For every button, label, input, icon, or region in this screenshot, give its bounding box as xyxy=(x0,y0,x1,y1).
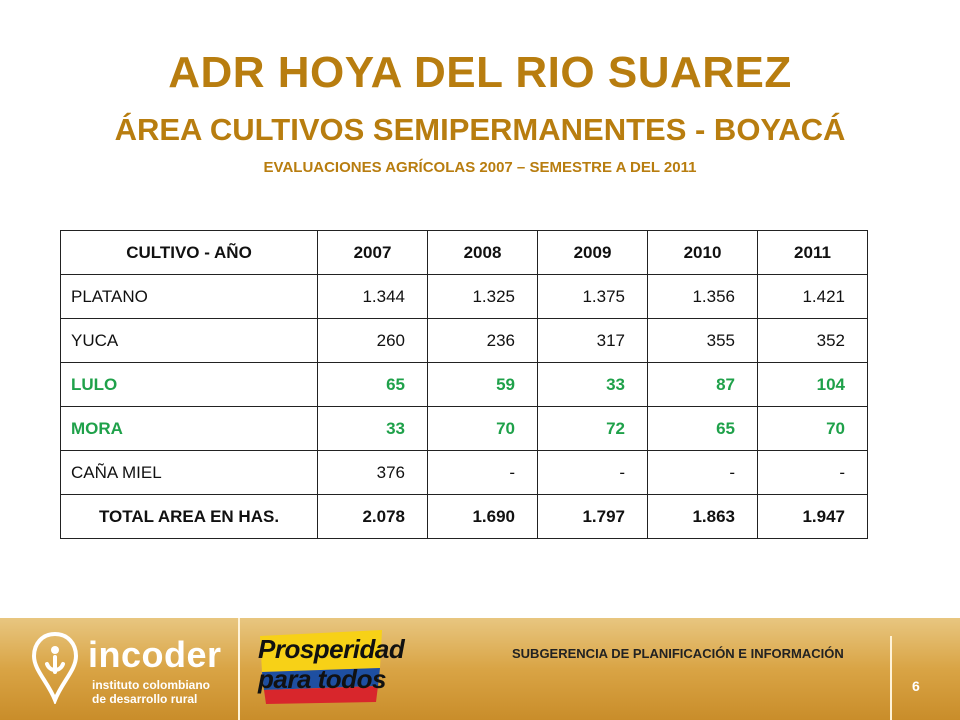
table-row-cana-miel: CAÑA MIEL 376 - - - - xyxy=(60,450,868,495)
crop-value: 1.421 xyxy=(757,274,868,319)
crop-value: 236 xyxy=(427,318,538,363)
crop-value: 1.325 xyxy=(427,274,538,319)
prosperidad-badge-icon xyxy=(260,630,382,704)
crop-value: 317 xyxy=(537,318,648,363)
crop-area-table: CULTIVO - AÑO 2007 2008 2009 2010 2011 P… xyxy=(60,230,868,539)
crop-value: - xyxy=(647,450,758,495)
department-label: SUBGERENCIA DE PLANIFICACIÓN E INFORMACI… xyxy=(512,646,844,661)
crop-value: 70 xyxy=(427,406,538,451)
crop-value: 87 xyxy=(647,362,758,407)
header-year: 2011 xyxy=(757,230,868,275)
crop-value: - xyxy=(757,450,868,495)
crop-value: 260 xyxy=(317,318,428,363)
crop-name: LULO xyxy=(60,362,318,407)
total-value: 2.078 xyxy=(317,494,428,539)
crop-value: 65 xyxy=(317,362,428,407)
total-value: 1.690 xyxy=(427,494,538,539)
header-year: 2009 xyxy=(537,230,648,275)
page-number: 6 xyxy=(912,678,920,694)
table-row-platano: PLATANO 1.344 1.325 1.375 1.356 1.421 xyxy=(60,274,868,319)
crop-value: 70 xyxy=(757,406,868,451)
crop-value: 33 xyxy=(317,406,428,451)
footer-divider xyxy=(890,636,892,720)
crop-value: - xyxy=(537,450,648,495)
total-label: TOTAL AREA EN HAS. xyxy=(60,494,318,539)
table-row-mora: MORA 33 70 72 65 70 xyxy=(60,406,868,451)
total-value: 1.947 xyxy=(757,494,868,539)
table-header-row: CULTIVO - AÑO 2007 2008 2009 2010 2011 xyxy=(60,230,868,275)
table-row-lulo: LULO 65 59 33 87 104 xyxy=(60,362,868,407)
crop-value: 72 xyxy=(537,406,648,451)
total-value: 1.863 xyxy=(647,494,758,539)
incoder-tagline: instituto colombiano xyxy=(92,678,210,692)
crop-name: PLATANO xyxy=(60,274,318,319)
crop-value: 355 xyxy=(647,318,758,363)
incoder-logo-text: incoder xyxy=(88,634,222,675)
prosperidad-line-2: para todos xyxy=(258,664,386,694)
incoder-tagline: de desarrollo rural xyxy=(92,692,198,706)
header-crop-year: CULTIVO - AÑO xyxy=(60,230,318,275)
slide-title: ADR HOYA DEL RIO SUAREZ xyxy=(168,48,792,97)
table-row-yuca: YUCA 260 236 317 355 352 xyxy=(60,318,868,363)
footer-band: incoder instituto colombiano de desarrol… xyxy=(0,618,960,720)
crop-value: 1.344 xyxy=(317,274,428,319)
slide-caption: EVALUACIONES AGRÍCOLAS 2007 – SEMESTRE A… xyxy=(263,159,697,176)
table-row-total: TOTAL AREA EN HAS. 2.078 1.690 1.797 1.8… xyxy=(60,494,868,539)
crop-value: 376 xyxy=(317,450,428,495)
crop-name: YUCA xyxy=(60,318,318,363)
crop-value: 65 xyxy=(647,406,758,451)
prosperidad-line-1: Prosperidad xyxy=(258,634,405,664)
crop-value: 1.356 xyxy=(647,274,758,319)
footer-divider xyxy=(238,618,240,720)
crop-value: 352 xyxy=(757,318,868,363)
crop-value: 1.375 xyxy=(537,274,648,319)
crop-name: CAÑA MIEL xyxy=(60,450,318,495)
header-year: 2008 xyxy=(427,230,538,275)
crop-value: - xyxy=(427,450,538,495)
total-value: 1.797 xyxy=(537,494,648,539)
crop-value: 59 xyxy=(427,362,538,407)
header-year: 2010 xyxy=(647,230,758,275)
crop-name: MORA xyxy=(60,406,318,451)
crop-value: 33 xyxy=(537,362,648,407)
incoder-logo-icon xyxy=(31,631,79,704)
crop-value: 104 xyxy=(757,362,868,407)
slide-subtitle: ÁREA CULTIVOS SEMIPERMANENTES - BOYACÁ xyxy=(114,112,846,147)
header-year: 2007 xyxy=(317,230,428,275)
